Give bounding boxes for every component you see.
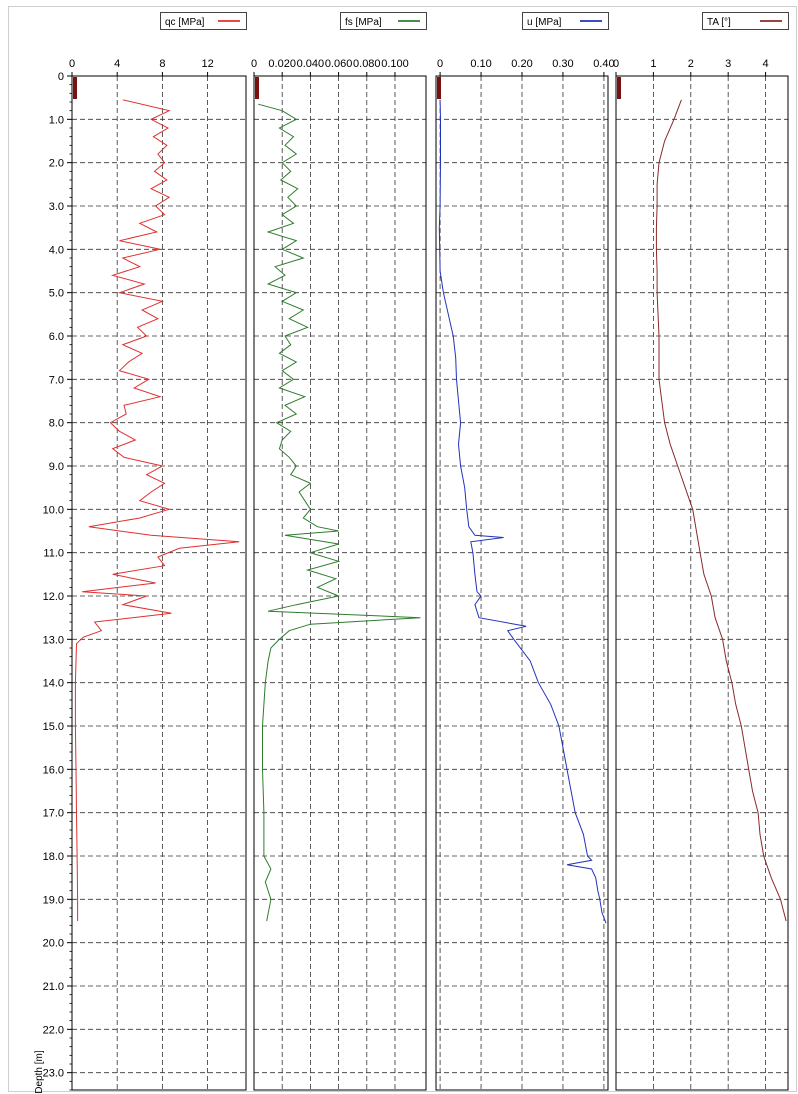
y-tick-label: 18.0 [43,851,64,863]
y-tick-label: 1.0 [49,114,64,126]
track-0: qc [MPa] 0 4 8 12 [69,12,247,1091]
x-tick-label: 8 [159,58,165,70]
legend-label: u [MPa] [527,17,562,28]
x-tick-label: 2 [688,58,694,70]
track-2: u [MPa] 0 0.10 0.20 0.30 0.40 [435,12,615,1091]
y-tick-label: 7.0 [49,374,64,386]
start-marker [617,77,621,99]
y-tick-label: 10.0 [43,504,64,516]
start-marker [437,77,441,99]
y-tick-label: 2.0 [49,158,64,170]
series-line-1 [258,103,421,922]
y-tick-label: 9.0 [49,461,64,473]
track-1: fs [MPa] 0 0.020 0.040 0.060 0.080 0.100 [251,12,427,1091]
legend-label: qc [MPa] [165,17,205,28]
legend-3: TA [°] [702,12,789,30]
x-tick-label: 0.40 [593,58,614,70]
y-tick-label: 20.0 [43,938,64,950]
x-tick-label: 4 [114,58,120,70]
x-tick-label: 12 [201,58,213,70]
y-tick-label: 11.0 [43,548,64,560]
legend-1: fs [MPa] [340,12,427,30]
x-tick-label: 0 [251,58,257,70]
x-tick-label: 4 [763,58,769,70]
y-tick-label: 0 [58,71,64,83]
x-tick-label: 3 [725,58,731,70]
series-line-0 [74,99,240,921]
panel-border [71,75,247,1091]
y-tick-label: 19.0 [43,894,64,906]
panel-border [615,75,789,1091]
x-tick-label: 0 [69,58,75,70]
y-tick-label: 16.0 [43,764,64,776]
start-marker [73,77,77,99]
y-tick-label: 4.0 [49,244,64,256]
panel-border [253,75,427,1091]
legend-label: fs [MPa] [345,17,382,28]
x-tick-label: 0.020 [268,58,296,70]
y-tick-label: 6.0 [49,331,64,343]
series-line-2 [438,99,607,924]
x-tick-label: 0.100 [381,58,409,70]
y-tick-label: 13.0 [43,634,64,646]
y-tick-label: 8.0 [49,418,64,430]
y-tick-label: 21.0 [43,981,64,993]
y-axis: 0 1.0 2.0 3.0 4.0 5.0 6.0 7.0 8.0 9.0 10.0 11.0 12.0… [34,71,72,1094]
x-tick-label: 0 [613,58,619,70]
track-3: TA [°] 0 1 2 3 4 [613,12,789,1091]
x-tick-label: 0.10 [470,58,491,70]
y-tick-label: 17.0 [43,808,64,820]
x-tick-label: 0.20 [511,58,532,70]
series-line-3 [655,99,787,922]
chart-frame [8,6,797,1092]
y-tick-label: 15.0 [43,721,64,733]
y-tick-label: 3.0 [49,201,64,213]
legend-box [340,12,427,30]
y-tick-label: 5.0 [49,288,64,300]
y-axis-label: Depth [m] [34,1050,45,1094]
legend-box [702,12,789,30]
x-tick-label: 0.060 [325,58,353,70]
x-tick-label: 1 [650,58,656,70]
x-tick-label: 0.30 [552,58,573,70]
y-tick-label: 12.0 [43,591,64,603]
legend-2: u [MPa] [522,12,609,30]
legend-box [160,12,247,30]
legend-box [522,12,609,30]
x-tick-label: 0.080 [353,58,381,70]
y-tick-label: 22.0 [43,1024,64,1036]
panel-border [435,75,609,1091]
x-tick-label: 0.040 [297,58,325,70]
legend-0: qc [MPa] [160,12,247,30]
y-tick-label: 23.0 [43,1068,64,1080]
x-tick-label: 0 [437,58,443,70]
y-tick-label: 14.0 [43,678,64,690]
legend-label: TA [°] [707,17,731,28]
start-marker [255,77,259,99]
